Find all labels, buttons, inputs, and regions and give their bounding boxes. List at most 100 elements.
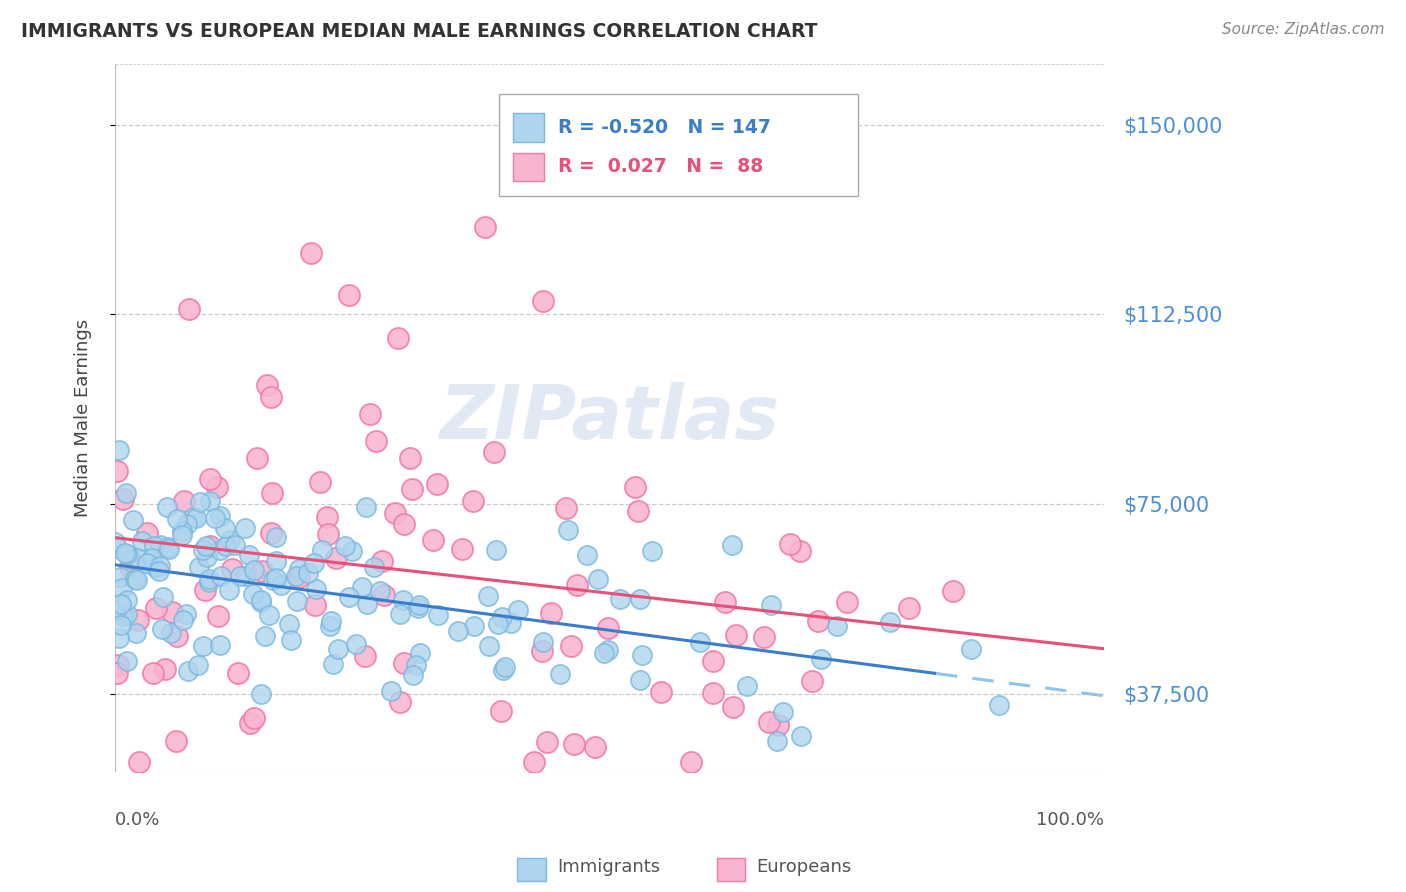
- Point: [350, 580, 373, 594]
- Point: [264, 529, 287, 543]
- Point: [702, 654, 724, 668]
- Point: [491, 663, 513, 677]
- Point: [474, 220, 496, 235]
- Point: [114, 546, 136, 560]
- Point: [250, 595, 273, 609]
- Point: [959, 642, 981, 657]
- Text: Source: ZipAtlas.com: Source: ZipAtlas.com: [1222, 22, 1385, 37]
- Point: [650, 685, 672, 699]
- Point: [115, 486, 138, 500]
- Point: [388, 695, 411, 709]
- Point: [588, 573, 610, 587]
- Point: [631, 648, 654, 663]
- Point: [309, 475, 332, 489]
- Point: [641, 544, 664, 558]
- Point: [461, 493, 484, 508]
- Point: [810, 652, 832, 666]
- Point: [609, 592, 631, 607]
- Point: [477, 589, 499, 603]
- Point: [264, 571, 287, 585]
- Point: [427, 608, 450, 623]
- Point: [297, 566, 319, 580]
- Point: [125, 625, 148, 640]
- Point: [879, 615, 901, 629]
- Point: [184, 511, 207, 525]
- Point: [825, 618, 848, 632]
- Point: [409, 647, 432, 661]
- Point: [394, 657, 416, 671]
- Point: [260, 390, 283, 404]
- Point: [560, 639, 582, 653]
- Point: [142, 665, 165, 680]
- Point: [752, 630, 775, 644]
- Point: [406, 600, 429, 615]
- Point: [181, 510, 204, 524]
- Point: [359, 407, 381, 421]
- Point: [482, 445, 505, 459]
- Point: [256, 378, 278, 392]
- Point: [259, 607, 281, 622]
- Point: [714, 595, 737, 609]
- Point: [759, 598, 782, 612]
- Point: [402, 668, 425, 682]
- Point: [702, 686, 724, 700]
- Point: [149, 559, 172, 574]
- Point: [353, 648, 375, 663]
- Point: [209, 509, 232, 524]
- Point: [218, 533, 240, 547]
- Point: [689, 635, 711, 649]
- Point: [111, 609, 134, 624]
- Point: [370, 584, 392, 599]
- Point: [242, 564, 264, 578]
- Text: Median Male Earnings: Median Male Earnings: [75, 319, 93, 517]
- Point: [105, 541, 128, 555]
- Point: [124, 572, 146, 586]
- Point: [392, 593, 415, 607]
- Point: [593, 646, 616, 660]
- Point: [766, 734, 789, 748]
- Point: [499, 616, 522, 631]
- Point: [145, 560, 167, 574]
- Point: [737, 679, 759, 693]
- Point: [725, 628, 748, 642]
- Point: [110, 618, 132, 632]
- Point: [305, 582, 328, 596]
- Point: [304, 599, 326, 613]
- Point: [548, 667, 571, 681]
- Point: [790, 729, 813, 743]
- Point: [145, 601, 167, 615]
- Point: [177, 665, 200, 679]
- Point: [242, 587, 264, 601]
- Point: [388, 607, 411, 622]
- Point: [399, 450, 422, 465]
- Point: [384, 506, 406, 520]
- Point: [141, 550, 163, 565]
- Point: [485, 543, 508, 558]
- Point: [125, 573, 148, 587]
- Point: [252, 564, 274, 578]
- Point: [166, 629, 188, 643]
- Point: [451, 542, 474, 557]
- Point: [110, 570, 132, 584]
- Point: [628, 673, 651, 687]
- Point: [195, 539, 218, 553]
- Point: [463, 619, 485, 633]
- Point: [311, 543, 333, 558]
- Text: IMMIGRANTS VS EUROPEAN MEDIAN MALE EARNINGS CORRELATION CHART: IMMIGRANTS VS EUROPEAN MEDIAN MALE EARNI…: [21, 22, 818, 41]
- Point: [356, 597, 378, 611]
- Point: [285, 594, 308, 608]
- Point: [120, 552, 142, 566]
- Point: [494, 659, 516, 673]
- Point: [363, 559, 385, 574]
- Point: [405, 658, 427, 673]
- Point: [193, 640, 215, 654]
- Point: [567, 578, 589, 592]
- Point: [250, 593, 273, 607]
- Point: [316, 510, 339, 524]
- Point: [491, 610, 513, 624]
- Point: [627, 503, 650, 517]
- Point: [105, 666, 128, 681]
- Point: [198, 493, 221, 508]
- Point: [218, 582, 240, 597]
- Point: [198, 472, 221, 486]
